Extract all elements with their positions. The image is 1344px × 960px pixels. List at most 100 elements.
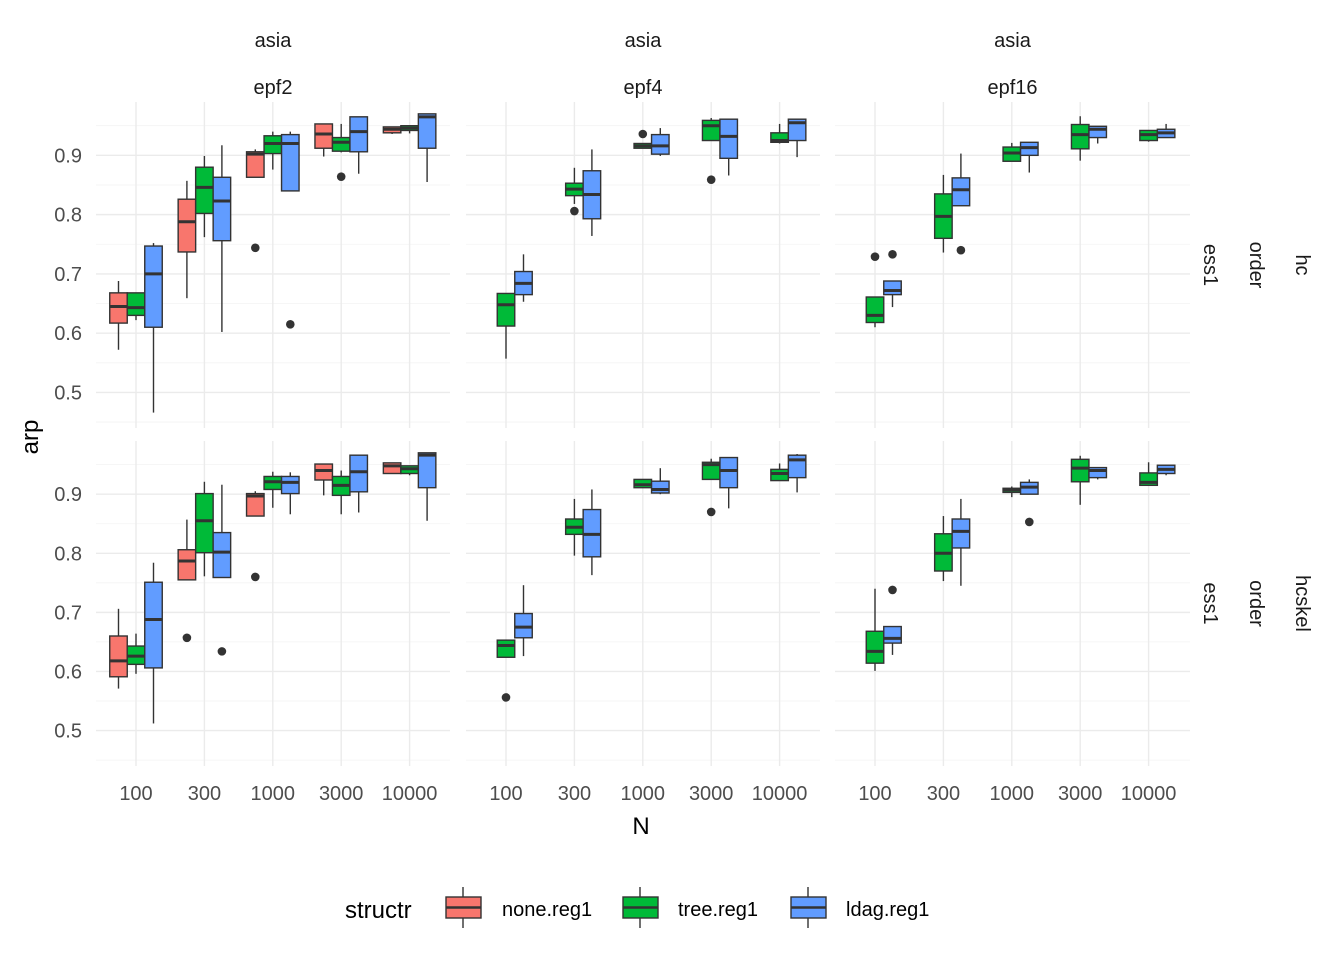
- box-iqr: [280, 133, 300, 192]
- x-tick-label: 10000: [752, 783, 808, 805]
- outlier-point: [638, 129, 648, 139]
- box-iqr: [951, 177, 971, 207]
- boxplot-tree.reg1-1000: [263, 471, 283, 508]
- y-tick-label: 0.5: [54, 382, 82, 404]
- boxplot-ldag.reg1-1000: [280, 131, 300, 329]
- box-iqr: [1088, 466, 1108, 479]
- column-strip-line2: epf16: [987, 77, 1037, 99]
- panel-boxes-1-0: [109, 452, 437, 724]
- x-tick-label: 10000: [1121, 783, 1177, 805]
- boxplot-ldag.reg1-300: [212, 484, 232, 656]
- row-strip-label: order: [1245, 580, 1267, 627]
- boxplot-none.reg1-1000: [245, 491, 265, 582]
- boxplot-tree.reg1-10000: [1139, 129, 1159, 142]
- boxplot-tree.reg1-1000: [633, 478, 653, 489]
- boxplot-tree.reg1-10000: [400, 125, 420, 134]
- box-iqr: [280, 475, 300, 495]
- box-iqr: [177, 549, 197, 581]
- panel-boxes-0-2: [865, 116, 1176, 328]
- boxplot-ldag.reg1-300: [951, 498, 971, 586]
- boxplot-ldag.reg1-300: [212, 145, 232, 332]
- boxplot-tree.reg1-1000: [633, 129, 653, 149]
- box-iqr: [194, 492, 214, 554]
- panel-boxes-1-2: [865, 455, 1176, 671]
- boxplot-none.reg1-100: [109, 281, 128, 350]
- legend-label-ldag.reg1: ldag.reg1: [846, 899, 929, 921]
- x-tick-label: 100: [489, 783, 522, 805]
- boxplot-tree.reg1-100: [126, 292, 146, 321]
- y-tick-label: 0.9: [54, 484, 82, 506]
- boxplot-tree.reg1-3000: [1070, 455, 1090, 505]
- boxplot-ldag.reg1-10000: [1156, 464, 1176, 476]
- x-tick-label: 300: [188, 783, 221, 805]
- x-tick-label: 10000: [382, 783, 438, 805]
- boxplot-none.reg1-10000: [382, 126, 402, 135]
- outlier-point: [956, 245, 966, 255]
- x-tick-label: 300: [558, 783, 591, 805]
- boxplot-ldag.reg1-3000: [1088, 125, 1108, 144]
- boxplot-ldag.reg1-1000: [650, 128, 670, 156]
- row-strip-label: order: [1245, 242, 1267, 289]
- boxplot-tree.reg1-300: [564, 167, 584, 216]
- boxplot-ldag.reg1-3000: [349, 454, 369, 513]
- x-tick-label: 100: [858, 783, 891, 805]
- box-iqr: [701, 119, 721, 142]
- box-iqr: [109, 635, 128, 678]
- boxplot-tree.reg1-100: [865, 588, 885, 671]
- boxplot-ldag.reg1-10000: [787, 454, 807, 493]
- y-axis-title: arp: [17, 420, 44, 455]
- boxplot-ldag.reg1-10000: [787, 118, 807, 158]
- boxplot-ldag.reg1-100: [144, 562, 163, 724]
- outlier-point: [501, 693, 511, 702]
- x-axis-title: N: [632, 813, 649, 840]
- legend-label-tree.reg1: tree.reg1: [678, 899, 758, 921]
- box-iqr: [331, 136, 351, 152]
- boxplot-ldag.reg1-100: [514, 585, 533, 657]
- y-tick-label: 0.6: [54, 323, 82, 345]
- box-iqr: [349, 116, 369, 153]
- boxplot-tree.reg1-3000: [1070, 116, 1090, 161]
- box-iqr: [245, 492, 265, 517]
- boxplot-tree.reg1-3000: [331, 470, 351, 515]
- boxplot-tree.reg1-100: [865, 252, 885, 328]
- column-strip-line1: asia: [255, 30, 293, 52]
- column-strip-line1: asia: [994, 30, 1032, 52]
- legend-key-ldag.reg1: [790, 887, 827, 928]
- box-iqr: [650, 480, 670, 494]
- box-iqr: [349, 454, 369, 493]
- legend-key-none.reg1: [445, 887, 482, 928]
- box-iqr: [883, 280, 902, 296]
- boxplot-tree.reg1-1000: [263, 131, 283, 170]
- box-iqr: [194, 166, 214, 215]
- boxplot-tree.reg1-1000: [1002, 142, 1022, 162]
- row-strip-label: ess1: [1199, 582, 1221, 624]
- y-tick-label: 0.8: [54, 205, 82, 227]
- box-iqr: [865, 630, 885, 664]
- outlier-point: [336, 172, 346, 181]
- boxplot-ldag.reg1-1000: [650, 468, 670, 495]
- strips-layer: asia epf2 asia epf4 asia epf16 ess1 order hc ess1…: [254, 30, 1313, 632]
- boxplot-ldag.reg1-100: [514, 254, 533, 302]
- boxplot-ldag.reg1-100: [144, 243, 163, 413]
- boxplot-tree.reg1-3000: [331, 123, 351, 181]
- box-iqr: [496, 292, 516, 327]
- boxplot-none.reg1-3000: [314, 123, 334, 157]
- axes-layer: 0.5 0.6 0.7 0.8 0.9 0.5 0.6 0.7 0.8 0.9 100 300 1000…: [54, 145, 1176, 805]
- outlier-point: [286, 319, 295, 329]
- boxplot-none.reg1-3000: [314, 463, 334, 496]
- x-tick-label: 100: [119, 783, 152, 805]
- panel-0-1: [466, 102, 820, 428]
- boxplot-ldag.reg1-10000: [417, 113, 437, 183]
- x-tick-label: 3000: [689, 783, 734, 805]
- box-iqr: [417, 452, 437, 489]
- column-strip-line2: epf4: [624, 77, 663, 99]
- column-strip-line2: epf2: [254, 77, 293, 99]
- boxplot-none.reg1-10000: [382, 462, 402, 475]
- box-iqr: [1088, 125, 1108, 139]
- boxplot-ldag.reg1-1000: [280, 472, 300, 515]
- boxplot-ldag.reg1-3000: [1088, 466, 1108, 480]
- box-iqr: [883, 625, 902, 644]
- y-tick-label: 0.9: [54, 145, 82, 167]
- boxplot-none.reg1-300: [177, 180, 197, 299]
